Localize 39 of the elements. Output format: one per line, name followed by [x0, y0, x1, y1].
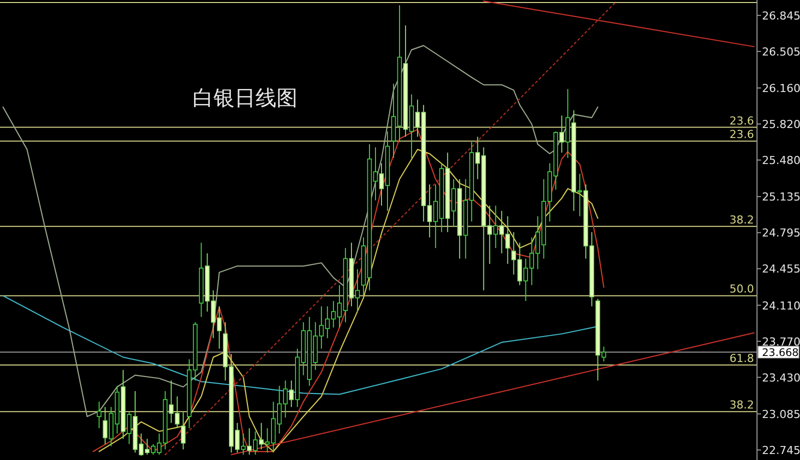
candlestick — [493, 205, 498, 249]
candlestick — [241, 433, 246, 456]
candlestick — [126, 412, 132, 445]
y-tick-label: 26.845 — [762, 9, 800, 22]
y-tick-label: 25.480 — [762, 154, 800, 168]
candlestick — [577, 173, 582, 217]
annotation: 38.2 — [730, 213, 754, 226]
candlestick — [451, 178, 456, 228]
line-series — [2, 295, 598, 395]
y-tick-label: 24.455 — [762, 262, 800, 276]
line-series — [2, 45, 598, 418]
candlestick — [559, 115, 564, 154]
candlestick — [379, 162, 384, 206]
text: 23.668 — [762, 347, 799, 360]
annotation: 23.6 — [730, 114, 754, 128]
candlestick — [247, 428, 252, 456]
y-tick-label: 24.110 — [762, 299, 800, 312]
y-tick-label: 23.430 — [762, 371, 800, 384]
y-tick-label: 25.820 — [762, 118, 800, 132]
candlestick — [96, 401, 102, 429]
y-tick-label: 26.160 — [762, 82, 800, 95]
candlestick — [355, 268, 360, 312]
candlestick — [102, 406, 108, 445]
candlestick — [289, 380, 294, 408]
annotation: 61.8 — [730, 352, 754, 366]
annotation: 38.2 — [730, 398, 754, 412]
y-tick-label: 23.085 — [762, 408, 800, 421]
y-tick-label: 26.505 — [762, 45, 800, 58]
y-tick-label: 25.135 — [762, 190, 800, 204]
y-tick-label: 22.745 — [762, 444, 800, 457]
candlestick — [259, 422, 264, 450]
y-tick-label: 23.770 — [762, 335, 800, 348]
annotation: 50.0 — [730, 282, 754, 296]
candlestick — [601, 346, 606, 362]
text: 白银日线图 — [192, 86, 298, 110]
y-tick-label: 24.795 — [762, 226, 800, 240]
candlestick — [180, 412, 186, 450]
annotation: 23.6 — [730, 128, 754, 142]
candlestick — [253, 430, 258, 456]
